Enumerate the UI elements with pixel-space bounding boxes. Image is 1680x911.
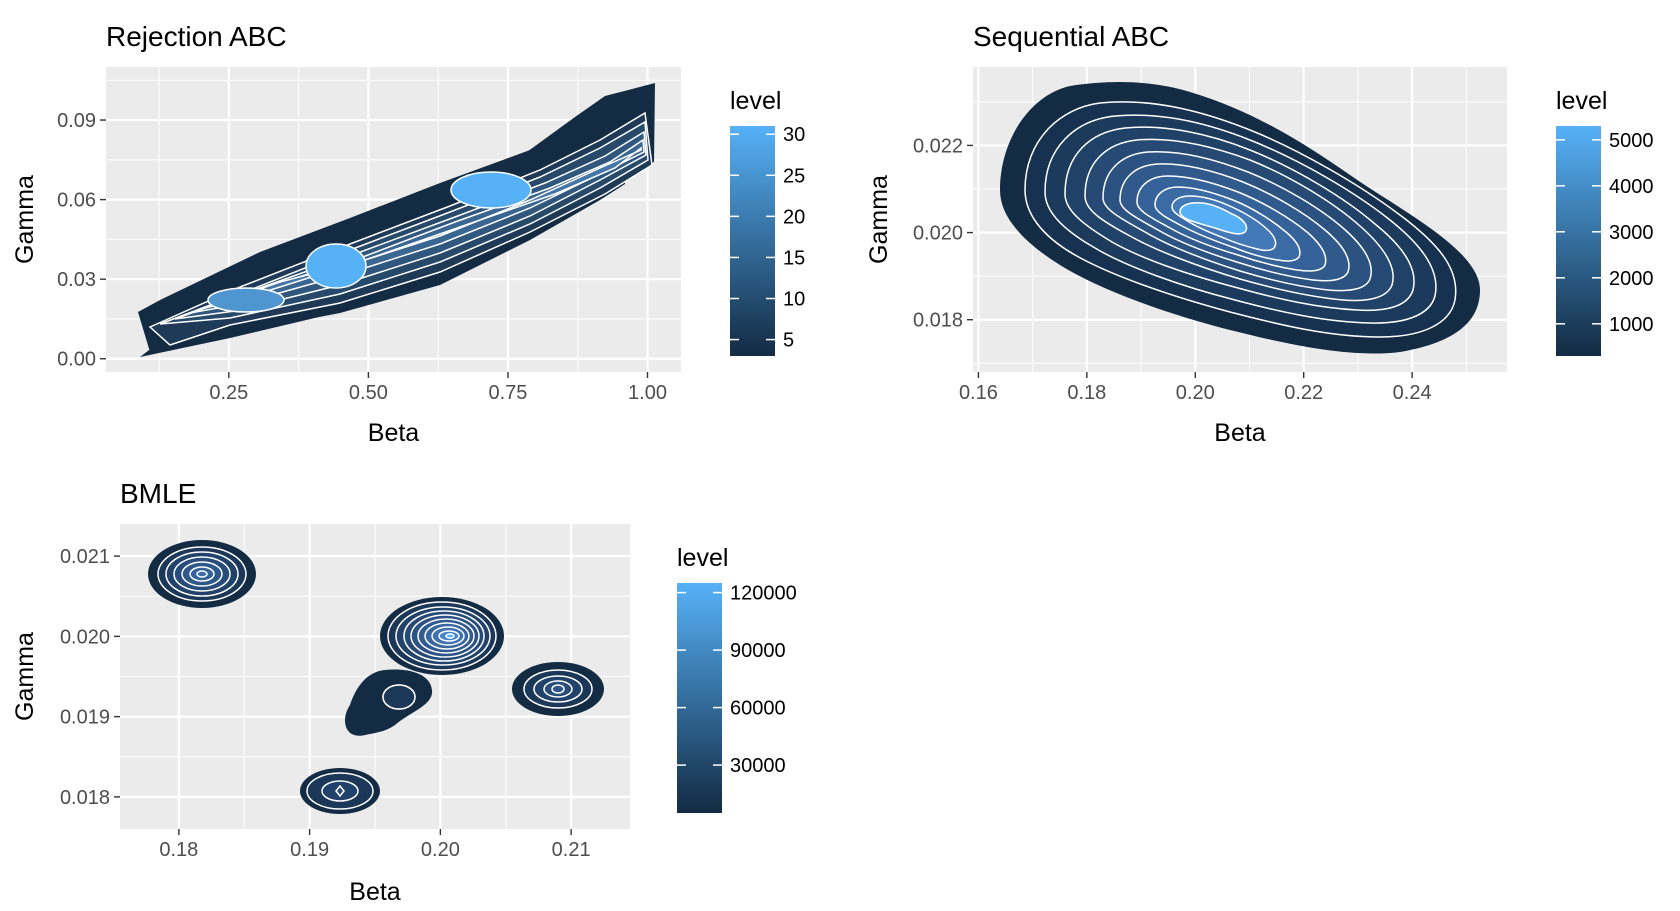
legend-level: level 30000 60000 90000 120000 xyxy=(677,544,797,813)
axis-ticks: 0.18 0.19 0.20 0.21 0.018 0.019 0.020 0.021 xyxy=(60,546,591,861)
density-region xyxy=(1000,82,1480,354)
axis-ticks: 0.25 0.50 0.75 1.00 0.00 0.03 0.06 0.09 xyxy=(57,110,667,404)
density-peak xyxy=(1179,202,1248,235)
colorbar xyxy=(1556,126,1601,356)
colorbar-label: 1000 xyxy=(1609,314,1654,336)
y-axis-title: Gamma xyxy=(865,175,893,264)
y-tick-label: 0.03 xyxy=(57,269,96,291)
density-bands xyxy=(1000,82,1480,354)
y-axis-title: Gamma xyxy=(11,632,39,721)
colorbar-label: 3000 xyxy=(1609,222,1654,244)
density-peak xyxy=(207,287,285,313)
x-tick-label: 0.19 xyxy=(290,839,329,861)
panel-sequential-abc: Sequential ABC 0.16 0.18 0.20 0.22 0.24 0.018… xyxy=(865,21,1654,447)
density-band-3 xyxy=(159,120,649,325)
x-tick-label: 0.24 xyxy=(1393,382,1432,404)
colorbar-label: 4000 xyxy=(1609,176,1654,198)
x-tick-label: 0.20 xyxy=(1176,382,1215,404)
colorbar-label: 5 xyxy=(783,330,794,352)
density-cluster-3 xyxy=(512,662,604,716)
y-axis-title: Gamma xyxy=(11,175,39,264)
colorbar-label: 90000 xyxy=(730,640,786,662)
colorbar-label: 5000 xyxy=(1609,130,1654,152)
colorbar-label: 10 xyxy=(783,289,805,311)
legend-level: level 5 10 15 20 25 30 xyxy=(730,87,805,356)
y-tick-label: 0.06 xyxy=(57,190,96,212)
density-peak xyxy=(305,243,367,289)
panel-bmle: BMLE xyxy=(11,478,797,906)
colorbar-label: 60000 xyxy=(730,698,786,720)
density-region xyxy=(138,83,655,357)
y-tick-label: 0.018 xyxy=(60,787,110,809)
panel-title: Rejection ABC xyxy=(106,21,287,52)
panel-title: BMLE xyxy=(120,478,196,509)
y-tick-label: 0.018 xyxy=(913,310,963,332)
panel-title: Sequential ABC xyxy=(973,21,1169,52)
legend-level: level 1000 2000 3000 4000 5000 xyxy=(1556,87,1654,356)
x-tick-label: 0.25 xyxy=(209,382,248,404)
x-axis-title: Beta xyxy=(1214,419,1266,447)
density-cluster-5 xyxy=(300,768,380,814)
density-cluster-1 xyxy=(148,540,256,608)
y-tick-label: 0.022 xyxy=(913,135,963,157)
colorbar-label: 20 xyxy=(783,206,805,228)
y-tick-label: 0.019 xyxy=(60,707,110,729)
y-tick-label: 0.00 xyxy=(57,349,96,371)
density-peaks xyxy=(207,171,532,313)
legend-title: level xyxy=(730,87,781,115)
density-peak xyxy=(445,633,455,639)
x-tick-label: 0.50 xyxy=(349,382,388,404)
panel-rejection-abc: Rejection ABC xyxy=(11,21,805,447)
x-tick-label: 0.75 xyxy=(488,382,527,404)
axis-ticks: 0.16 0.18 0.20 0.22 0.24 0.018 0.020 0.022 xyxy=(913,135,1432,404)
colorbar xyxy=(730,126,775,356)
legend-title: level xyxy=(1556,87,1607,115)
x-axis-title: Beta xyxy=(349,878,401,906)
density-region xyxy=(148,540,604,814)
y-tick-label: 0.020 xyxy=(913,223,963,245)
colorbar-label: 25 xyxy=(783,165,805,187)
x-tick-label: 0.18 xyxy=(1067,382,1106,404)
x-tick-label: 0.18 xyxy=(159,839,198,861)
x-tick-label: 1.00 xyxy=(628,382,667,404)
x-tick-label: 0.16 xyxy=(959,382,998,404)
legend-title: level xyxy=(677,544,728,572)
y-tick-label: 0.020 xyxy=(60,626,110,648)
colorbar-label: 30 xyxy=(783,124,805,146)
colorbar-label: 2000 xyxy=(1609,268,1654,290)
colorbar xyxy=(677,583,722,813)
density-peak xyxy=(450,171,532,209)
x-tick-label: 0.20 xyxy=(421,839,460,861)
x-tick-label: 0.21 xyxy=(552,839,591,861)
colorbar-label: 15 xyxy=(783,247,805,269)
colorbar-label: 30000 xyxy=(730,755,786,777)
y-tick-label: 0.021 xyxy=(60,546,110,568)
density-cluster-2 xyxy=(345,597,504,736)
y-tick-label: 0.09 xyxy=(57,110,96,132)
x-axis-title: Beta xyxy=(368,419,420,447)
density-cluster-4 xyxy=(382,684,416,710)
colorbar-label: 120000 xyxy=(730,583,797,605)
x-tick-label: 0.22 xyxy=(1284,382,1323,404)
